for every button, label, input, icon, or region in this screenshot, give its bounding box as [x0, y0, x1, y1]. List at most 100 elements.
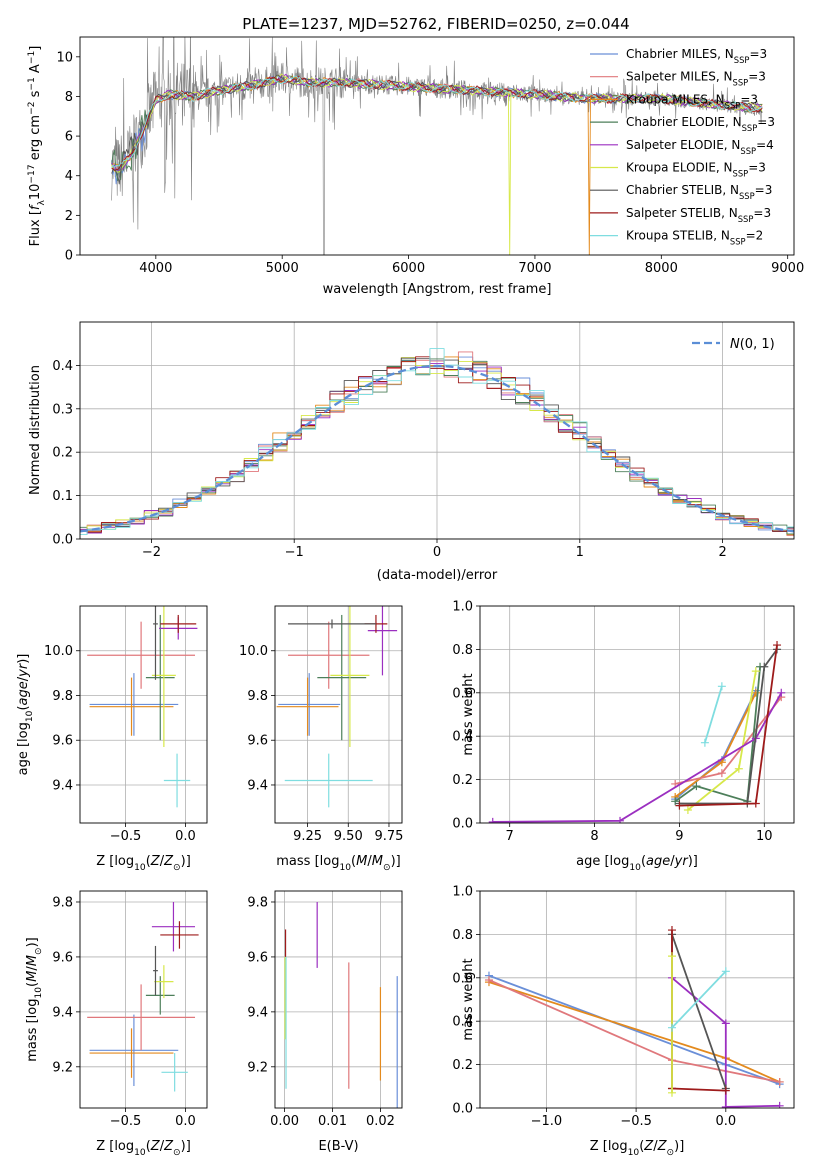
x-tick-label: 8 [590, 829, 598, 844]
y-tick-label: 9.4 [52, 778, 73, 793]
y-tick-label: 0.2 [452, 773, 473, 788]
x-tick-label: −1.0 [531, 1114, 563, 1129]
x-tick-label: 7000 [518, 261, 551, 276]
x-tick-label: −0.5 [110, 829, 142, 844]
weight-marker [751, 667, 760, 676]
y-tick-label: 0.4 [452, 1015, 473, 1030]
x-tick-label: 9000 [771, 261, 804, 276]
y-axis-label: mass [log10(M/M⊙)] [25, 937, 44, 1061]
y-axis-label: age [log10(age/yr)] [16, 654, 35, 776]
y-tick-label: 9.2 [52, 1060, 73, 1075]
errorbar-0 [89, 1014, 179, 1087]
panel-age_vs_Z: −0.5 0.0 9.4 9.6 9.8 10.0 Z [log10(Z/Z⊙)] age [… [16, 605, 208, 873]
errorbar-5 [367, 606, 398, 676]
y-tick-label: 0.2 [452, 1058, 473, 1073]
y-tick-label: 9.6 [247, 950, 268, 965]
weight-line-3 [674, 666, 761, 803]
y-tick-label: 2 [65, 209, 73, 224]
y-tick-label: 0.4 [52, 359, 73, 374]
y-tick-label: 9.4 [247, 778, 268, 793]
axes-frame [79, 36, 795, 256]
x-tick-label: 0.0 [715, 1114, 736, 1129]
x-tick-label: 7 [506, 829, 514, 844]
plot-area [80, 322, 794, 539]
weight-line-0 [488, 974, 780, 1085]
x-tick-label: 0.0 [175, 1114, 196, 1129]
legend-label: Salpeter STELIB, NSSP=3 [626, 206, 771, 224]
y-tick-label: 1.0 [452, 600, 473, 615]
x-tick-label: 5000 [266, 261, 299, 276]
x-tick-label: 0.01 [318, 1114, 347, 1129]
gaussian-curve [80, 364, 794, 533]
weight-marker [721, 1086, 730, 1095]
errorbar-2 [87, 621, 196, 689]
errorbar-3 [317, 614, 367, 741]
x-axis-label: Z [log10(Z/Z⊙)] [96, 1139, 191, 1158]
weight-marker [675, 801, 684, 810]
errorbar-1 [89, 1028, 174, 1078]
errorbar-2 [288, 621, 370, 689]
y-tick-label: 9.6 [247, 734, 268, 749]
weight-line-6 [679, 648, 778, 805]
model-spectrum-5 [111, 73, 763, 173]
y-tick-label: 1.0 [452, 885, 473, 900]
weight-line-7 [671, 970, 727, 1029]
weight-marker [667, 1088, 676, 1097]
y-tick-label: 0.0 [452, 1102, 473, 1117]
errorbar-8 [161, 1053, 188, 1092]
weight-line-5 [492, 692, 783, 823]
errorbar-6 [160, 614, 197, 633]
errorbar-2 [87, 984, 196, 1051]
y-tick-label: 10.0 [239, 644, 268, 659]
x-tick-label: 9.50 [334, 829, 363, 844]
errorbar-1 [276, 677, 339, 736]
y-axis-label: mass weight [461, 673, 476, 755]
y-tick-label: 10 [56, 50, 73, 65]
weight-marker [773, 641, 782, 650]
plot-area [80, 606, 207, 823]
weight-line-8 [704, 686, 723, 743]
x-axis-label: wavelength [Angstrom, rest frame] [323, 282, 552, 297]
axes-frame [479, 890, 795, 1109]
x-tick-label: 8000 [645, 261, 678, 276]
weight-marker [775, 1101, 784, 1108]
y-tick-label: 9.8 [247, 895, 268, 910]
legend-label: Salpeter MILES, NSSP=3 [626, 70, 766, 88]
model-drop-elodie [507, 92, 512, 255]
weight-marker [667, 1023, 676, 1032]
weight-marker [667, 952, 676, 961]
weight-marker [760, 662, 769, 671]
axes-frame [79, 605, 208, 824]
y-tick-label: 0.3 [52, 402, 73, 417]
errorbar-8 [163, 753, 191, 808]
y-tick-label: 4 [65, 169, 73, 184]
y-tick-label: 0.4 [452, 730, 473, 745]
y-tick-label: 9.8 [52, 689, 73, 704]
model-drop-miles [587, 96, 591, 255]
x-axis-label: Z [log10(Z/Z⊙)] [96, 854, 191, 873]
x-tick-label: 9 [675, 829, 683, 844]
legend-label: Chabrier STELIB, NSSP=3 [626, 183, 772, 201]
weight-marker [734, 764, 743, 773]
x-axis-label: E(B-V) [318, 1139, 358, 1154]
histogram-8 [80, 348, 794, 536]
errorbar-4 [154, 965, 174, 999]
panel-mass_vs_ebv: 0.00 0.01 0.02 9.2 9.4 9.6 9.8 E(B-V) [247, 890, 403, 1154]
axes-frame [79, 321, 795, 540]
errorbar-6 [160, 921, 199, 949]
model-spectrum-8 [111, 75, 763, 168]
errorbar-3 [145, 614, 175, 741]
y-tick-label: 0.0 [52, 533, 73, 548]
errorbar-0 [278, 673, 341, 736]
y-tick-label: 0.6 [452, 686, 473, 701]
model-spectrum-3 [111, 75, 763, 182]
x-tick-label: 0.0 [175, 829, 196, 844]
y-tick-label: 0.6 [452, 971, 473, 986]
errorbar-7 [153, 945, 158, 996]
axes-frame [479, 605, 795, 824]
x-tick-label: 0.02 [366, 1114, 395, 1129]
x-tick-label: 10 [756, 829, 773, 844]
y-tick-label: 9.2 [247, 1060, 268, 1075]
panel-mass_vs_Z: −0.5 0.0 9.2 9.4 9.6 9.8 Z [log10(Z/Z⊙)] mass [… [25, 890, 208, 1158]
y-tick-label: 0.0 [452, 817, 473, 832]
